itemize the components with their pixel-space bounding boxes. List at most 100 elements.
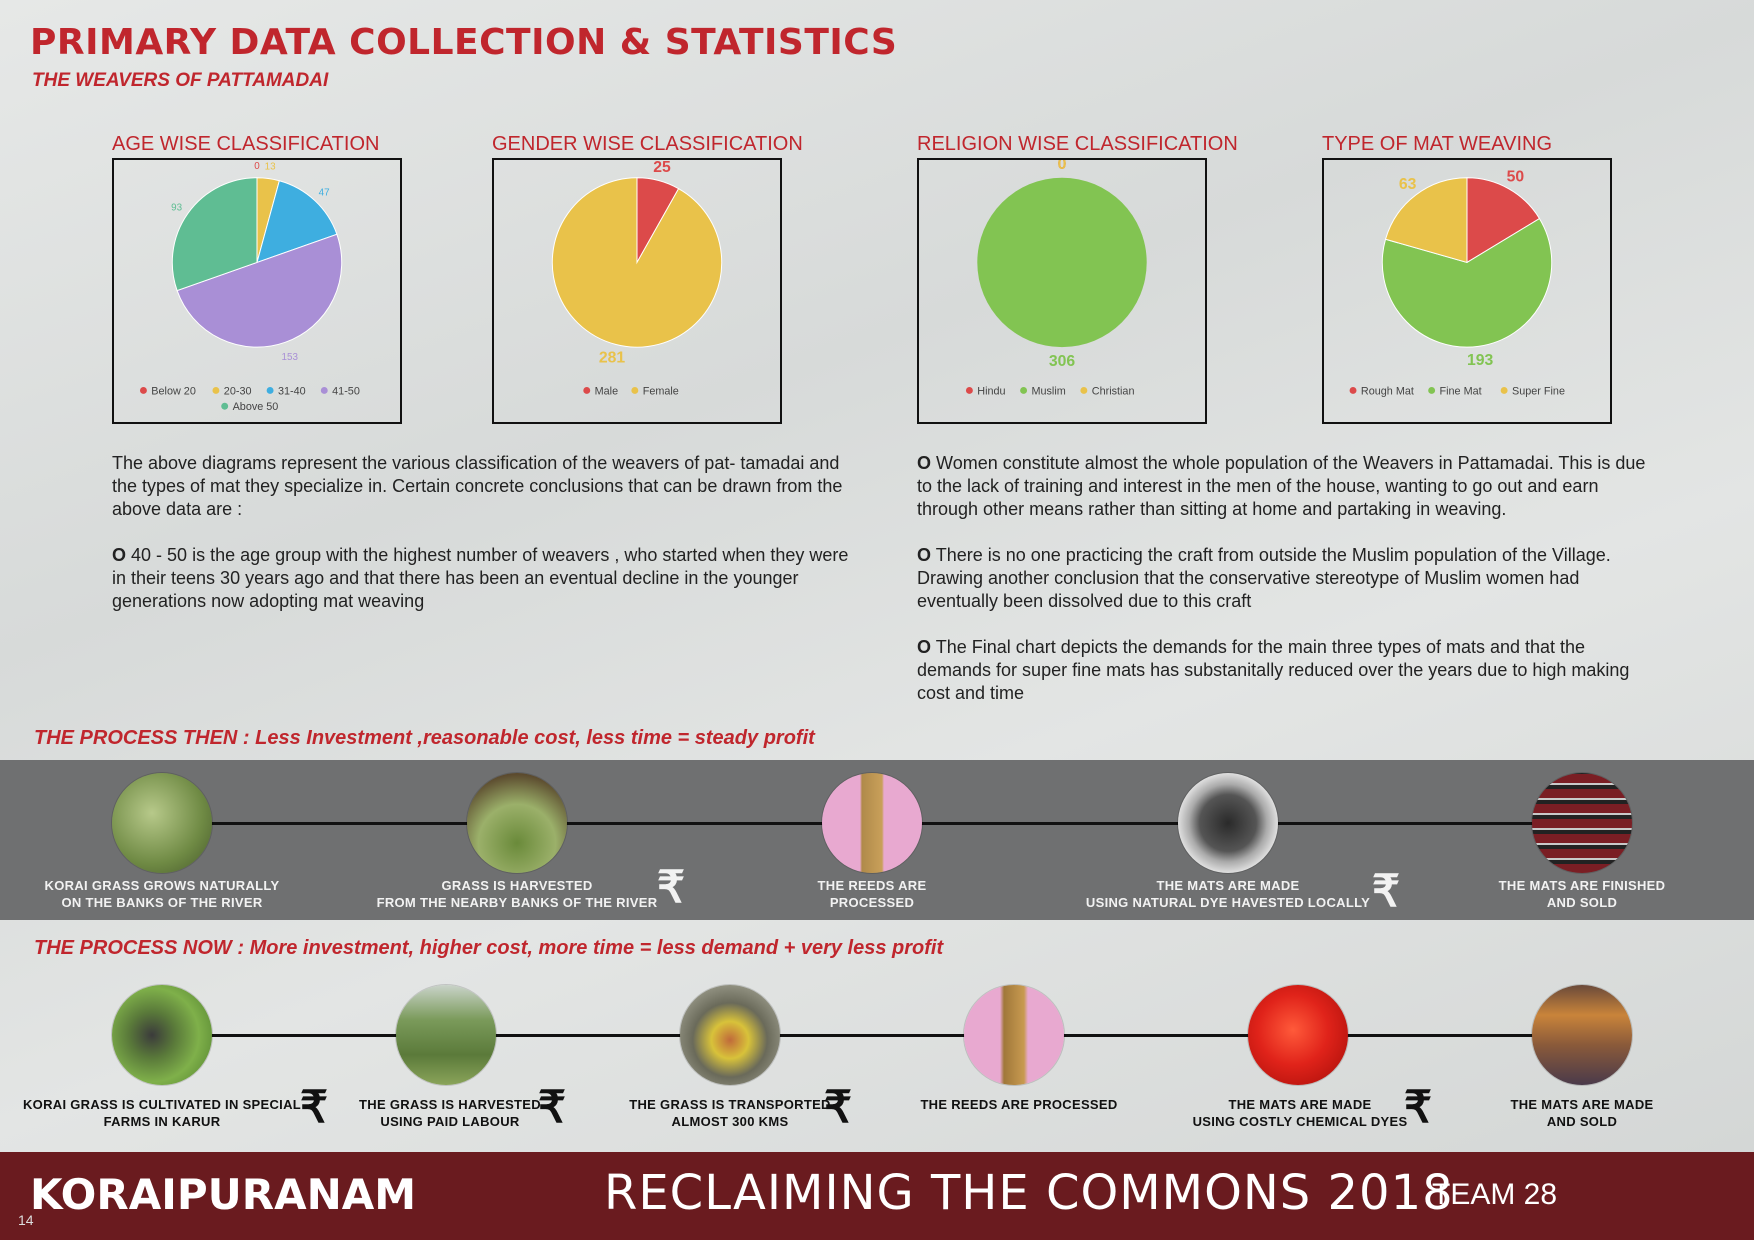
rupee-icon: ₹: [824, 1083, 852, 1132]
religion-value-label: 0: [1058, 160, 1067, 173]
grass-growing-photo: [112, 773, 212, 873]
now-step-5-line1: THE MATS ARE MADE: [1228, 1097, 1372, 1112]
legend-marker: [965, 387, 973, 394]
age-value-label: 153: [282, 352, 299, 363]
left-paragraph-1: The above diagrams represent the various…: [112, 453, 843, 519]
legend-marker: [266, 387, 274, 394]
right-paragraph-2-text: There is no one practicing the craft fro…: [917, 545, 1611, 611]
legend-marker: [1428, 387, 1436, 394]
mat-slice-rough-mat: [1466, 177, 1541, 264]
gender-pie-svg: 25 281 Male Female: [551, 160, 723, 397]
age-pie-svg: 0 13 47 153 93 Below 20 20-30 31-40 41-50 Above 5…: [139, 161, 360, 413]
right-paragraph-1-text: Women constitute almost the whole popula…: [917, 453, 1646, 519]
now-step-2-line1: THE GRASS IS HARVESTED: [359, 1097, 541, 1112]
left-paragraph-2: O 40 - 50 is the age group with the high…: [112, 544, 862, 613]
then-step-4-line1: THE MATS ARE MADE: [1156, 878, 1300, 893]
gender-value-label: 25: [653, 160, 671, 176]
legend-marker: [221, 402, 229, 410]
now-step-6: THE MATS ARE MADE AND SOLD: [1482, 1096, 1682, 1130]
footer-team: TEAM 28: [1432, 1178, 1558, 1211]
grass-harvest-photo: [467, 773, 567, 873]
age-value-label: 93: [171, 202, 182, 213]
then-step-5-line2: AND SOLD: [1546, 895, 1618, 910]
right-paragraph-3: O The Final chart depicts the demands fo…: [917, 636, 1657, 705]
rupee-icon: ₹: [300, 1083, 328, 1132]
age-slice-above-50: [171, 177, 258, 292]
grass-cultivation-photo: [112, 985, 212, 1085]
religion-value-label: 306: [1049, 353, 1076, 370]
left-paragraph-2-text: 40 - 50 is the age group with the highes…: [112, 545, 849, 611]
then-step-3-line2: PROCESSED: [829, 895, 915, 910]
right-paragraph-2: O There is no one practicing the craft f…: [917, 544, 1657, 613]
legend-marker: [1020, 387, 1028, 394]
then-step-4-line2: USING NATURAL DYE HAVESTED LOCALLY: [1085, 895, 1371, 910]
legend-marker: [1080, 387, 1088, 394]
legend-marker: [583, 387, 591, 394]
legend-label: Hindu: [977, 385, 1005, 397]
mat-value-label: 63: [1399, 176, 1417, 193]
age-slice-41-50: [176, 233, 343, 348]
page-subtitle: THE WEAVERS OF PATTAMADAI: [32, 70, 329, 91]
left-analysis: The above diagrams represent the various…: [112, 452, 862, 613]
now-step-2-line2: USING PAID LABOUR: [380, 1114, 520, 1129]
bullet-marker: O: [917, 453, 932, 473]
bullet-marker: O: [917, 545, 932, 565]
natural-dye-photo: [1178, 773, 1278, 873]
now-step-3-line1: THE GRASS IS TRANSPORTED: [629, 1097, 831, 1112]
gender-chart: 25 281 Male Female: [492, 158, 782, 424]
legend-label: 41-50: [332, 385, 360, 397]
age-chart-title: AGE WISE CLASSIFICATION: [112, 133, 380, 155]
age-chart: 0 13 47 153 93 Below 20 20-30 31-40 41-50 Above 5…: [112, 158, 402, 424]
legend-marker: [631, 387, 639, 394]
now-step-6-line2: AND SOLD: [1546, 1114, 1618, 1129]
finished-mat-photo: [1532, 773, 1632, 873]
mat-chart-title: TYPE OF MAT WEAVING: [1322, 133, 1553, 155]
process-now-connector: [160, 1034, 1600, 1037]
legend-label: Muslim: [1031, 385, 1065, 397]
legend-label: Male: [595, 385, 618, 397]
now-step-4: THE REEDS ARE PROCESSED: [904, 1096, 1134, 1113]
page-title: PRIMARY DATA COLLECTION & STATISTICS: [30, 22, 898, 63]
paid-labour-photo: [396, 985, 496, 1085]
reeds-photo: [964, 985, 1064, 1085]
age-value-label: 47: [319, 187, 330, 198]
bullet-marker: O: [112, 545, 127, 565]
then-step-5-line1: THE MATS ARE FINISHED: [1498, 878, 1666, 893]
mat-slice-super-fine: [1384, 177, 1468, 264]
legend-marker: [139, 387, 147, 394]
gender-slice-female: [551, 177, 723, 348]
legend-label: Female: [643, 385, 679, 397]
now-step-1-line2: FARMS IN KARUR: [103, 1114, 221, 1129]
right-paragraph-1: O Women constitute almost the whole popu…: [917, 452, 1657, 521]
legend-label: Above 50: [233, 401, 279, 413]
age-value-label: 13: [265, 162, 276, 173]
footer-bar: [0, 1152, 1754, 1240]
page-number: 14: [18, 1212, 34, 1228]
process-then-heading: THE PROCESS THEN : Less Investment ,reas…: [34, 727, 815, 749]
legend-label: Super Fine: [1512, 385, 1565, 397]
legend-label: Fine Mat: [1440, 385, 1482, 397]
age-slice-31-40: [256, 180, 338, 264]
then-step-5: THE MATS ARE FINISHED AND SOLD: [1462, 877, 1702, 911]
then-step-2: GRASS IS HARVESTED FROM THE NEARBY BANKS …: [367, 877, 667, 911]
religion-chart-title: RELIGION WISE CLASSIFICATION: [917, 133, 1238, 155]
reeds-processed-photo: [822, 773, 922, 873]
then-step-3-line1: THE REEDS ARE: [817, 878, 927, 893]
age-value-label: 0: [254, 161, 260, 172]
religion-value-label: 0: [1058, 160, 1067, 173]
legend-marker: [320, 387, 328, 394]
chemical-dye-photo: [1248, 985, 1348, 1085]
gender-value-label: 281: [599, 350, 626, 367]
now-step-1: KORAI GRASS IS CULTIVATED IN SPECIAL FARM…: [12, 1096, 312, 1130]
legend-label: 20-30: [224, 385, 252, 397]
now-step-2: THE GRASS IS HARVESTED USING PAID LABOUR: [340, 1096, 560, 1130]
legend-label: Rough Mat: [1361, 385, 1414, 397]
rupee-icon: ₹: [657, 863, 685, 912]
mat-pie-svg: 50 193 63 Rough Mat Fine Mat Super Fine: [1349, 169, 1565, 397]
religion-slice-muslim: [977, 177, 1147, 348]
rupee-icon: ₹: [538, 1083, 566, 1132]
now-step-5: THE MATS ARE MADE USING COSTLY CHEMICAL D…: [1180, 1096, 1420, 1130]
now-step-6-line1: THE MATS ARE MADE: [1510, 1097, 1654, 1112]
footer-title: RECLAIMING THE COMMONS 2018: [604, 1165, 1454, 1221]
